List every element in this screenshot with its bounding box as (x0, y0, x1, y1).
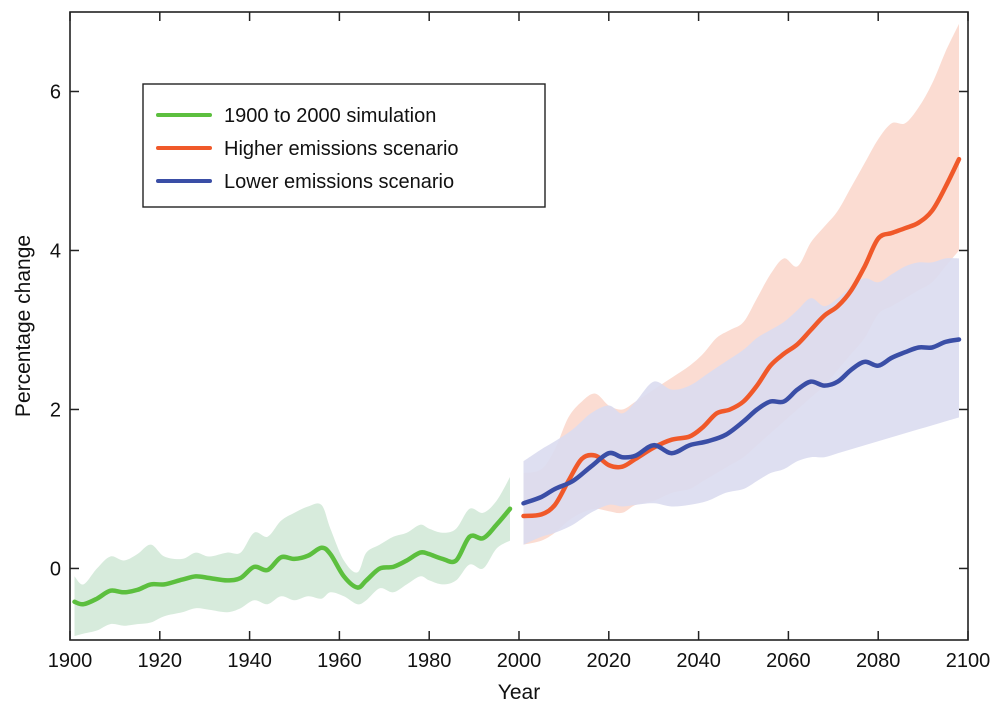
legend-box (142, 83, 546, 208)
x-tick-label: 1980 (407, 650, 452, 672)
line-higher-emissions (521, 156, 962, 519)
x-tick-label: 1960 (317, 650, 362, 672)
legend-label-higher-emissions: Higher emissions scenario (224, 138, 459, 160)
legend-label-simulation: 1900 to 2000 simulation (224, 105, 436, 127)
x-axis-label: Year (498, 681, 540, 704)
x-tick-label: 1900 (48, 650, 93, 672)
axis-ticks (69, 12, 969, 640)
x-tick-label: 2040 (676, 650, 721, 672)
y-tick-label: 0 (50, 558, 61, 580)
x-tick-labels: 1900 1920 1940 1960 1980 2000 2020 2040 2060 2080… (48, 650, 991, 672)
y-tick-label: 6 (50, 81, 61, 103)
x-tick-label: 2100 (946, 650, 991, 672)
y-tick-label: 2 (50, 399, 61, 421)
line-simulation (72, 506, 513, 607)
x-tick-label: 2020 (587, 650, 632, 672)
series-lines (72, 156, 962, 607)
x-tick-label: 1940 (227, 650, 272, 672)
y-tick-label: 4 (50, 240, 61, 262)
x-tick-label: 1920 (138, 650, 183, 672)
x-tick-label: 2000 (497, 650, 542, 672)
x-tick-label: 2080 (856, 650, 901, 672)
legend-label-lower-emissions: Lower emissions scenario (224, 171, 454, 193)
y-axis-label: Percentage change (12, 235, 35, 417)
legend: 1900 to 2000 simulation Higher emissions… (142, 83, 546, 208)
line-lower-emissions (521, 337, 962, 506)
y-tick-labels: 0 2 4 6 (50, 81, 61, 580)
x-tick-label: 2060 (766, 650, 811, 672)
